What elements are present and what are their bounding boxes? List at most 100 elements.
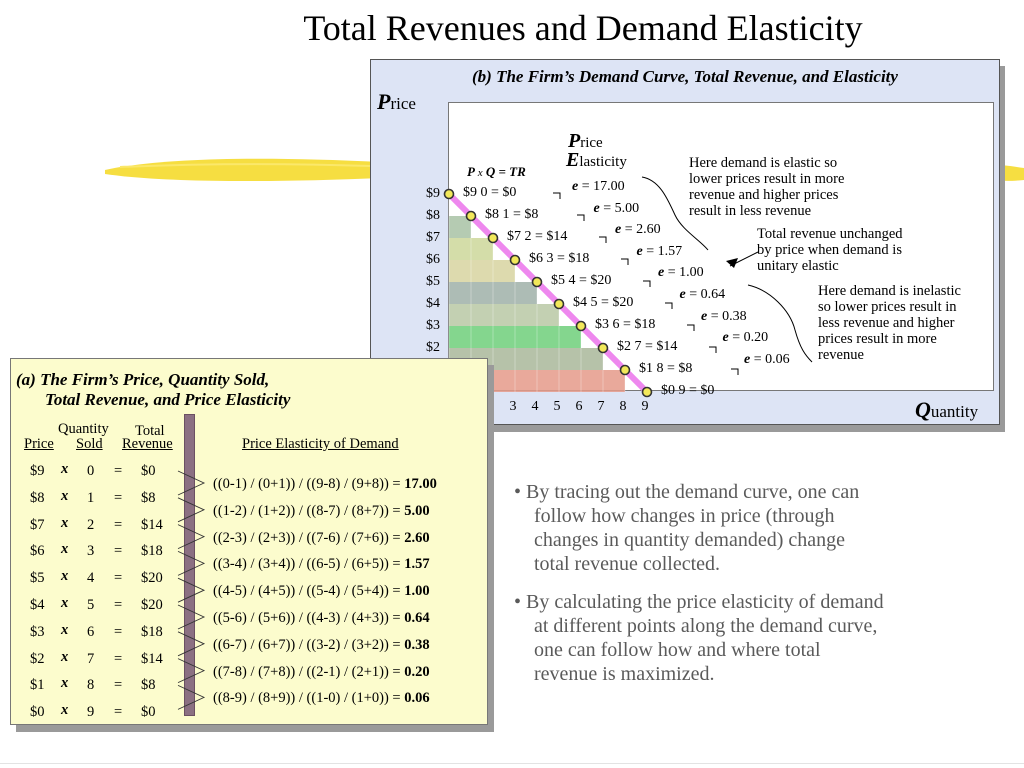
bullet-line: revenue is maximized. bbox=[534, 663, 715, 685]
revenue-header-top: Total bbox=[135, 423, 165, 439]
pt-tr: $8 bbox=[524, 207, 539, 222]
demand-point bbox=[641, 386, 653, 398]
pt-tr: $8 bbox=[678, 361, 693, 376]
formula: ((3-4) / (3+4)) / ((6-5) / (6+5)) = 1.57 bbox=[213, 556, 430, 573]
formula: ((7-8) / (7+8)) / ((2-1) / (2+1)) = 0.20 bbox=[213, 664, 430, 681]
row-price: $8 bbox=[30, 489, 45, 506]
elasticity-value: 0.20 bbox=[743, 330, 769, 346]
revenue-cell bbox=[537, 370, 559, 392]
row-revenue: $14 bbox=[141, 650, 163, 667]
revenue-cell bbox=[515, 282, 537, 304]
elasticity-value: 1.57 bbox=[657, 243, 683, 259]
ptr-x: x bbox=[477, 167, 483, 179]
row-revenue: $18 bbox=[141, 543, 163, 560]
revenue-cell bbox=[471, 282, 493, 304]
elasticity-value: 0.38 bbox=[722, 308, 747, 324]
y-tick-label: $3 bbox=[426, 318, 440, 333]
demand-curve-line bbox=[446, 191, 650, 395]
ptr-eq: = TR bbox=[495, 164, 526, 179]
pt-qty: 2 bbox=[524, 229, 532, 244]
elasticity-header-e: E bbox=[566, 149, 580, 171]
pt-price: $0 bbox=[661, 383, 675, 398]
elasticity-label: e = 2.60 bbox=[615, 222, 661, 238]
pt-qty: 4 bbox=[568, 273, 576, 288]
revenue-cell bbox=[449, 238, 471, 260]
e-symbol: e bbox=[615, 222, 622, 238]
row-bracket bbox=[177, 631, 206, 657]
annotation-line: unitary elastic bbox=[757, 258, 839, 274]
point-label: $3 6 = $18 bbox=[595, 317, 656, 332]
row-bracket bbox=[177, 497, 206, 523]
panel-a-title-line: Total Revenue, and Price Elasticity bbox=[45, 390, 291, 409]
panel-a-title: (a) The Firm’s Price, Quantity Sold, Tot… bbox=[16, 370, 290, 410]
revenue-cell bbox=[449, 326, 471, 348]
pt-price: $8 bbox=[485, 207, 499, 222]
point-label: $1 8 = $8 bbox=[639, 361, 693, 376]
point-bracket bbox=[599, 236, 607, 243]
row-quantity: 9 bbox=[87, 704, 95, 721]
row-bracket bbox=[177, 604, 206, 630]
row-price: $3 bbox=[30, 623, 45, 640]
revenue-cell bbox=[471, 326, 493, 348]
point-bracket bbox=[577, 214, 585, 221]
point-bracket bbox=[709, 346, 717, 353]
elasticity-value: 5.00 bbox=[614, 200, 640, 216]
bullet-line: changes in quantity demanded) change bbox=[534, 529, 845, 551]
e-symbol: e bbox=[593, 200, 600, 216]
y-tick-label: $9 bbox=[426, 186, 440, 201]
formula-text: ((0-1) / (0+1)) / ((9-8) / (9+8)) = bbox=[213, 476, 405, 492]
row-quantity: 0 bbox=[87, 463, 95, 479]
pt-tr: $20 bbox=[590, 273, 612, 288]
row-revenue: $0 bbox=[141, 704, 156, 721]
revenue-cell bbox=[471, 260, 493, 282]
row-equals: = bbox=[114, 570, 123, 587]
pt-tr: $0 bbox=[502, 185, 517, 200]
row-equals: = bbox=[114, 677, 123, 694]
revenue-cell bbox=[603, 370, 625, 392]
pt-qty: 6 bbox=[612, 317, 620, 332]
row-price: $4 bbox=[30, 597, 45, 613]
elasticity-label: e = 1.00 bbox=[658, 265, 704, 281]
e-symbol: e bbox=[658, 265, 665, 281]
row-multiply: x bbox=[61, 568, 69, 585]
annotation-line: by price when demand is bbox=[757, 242, 902, 258]
row-multiply: x bbox=[61, 595, 69, 611]
formula: ((5-6) / (5+6)) / ((4-3) / (4+3)) = 0.64 bbox=[213, 610, 430, 627]
annotation-line: so lower prices result in bbox=[818, 299, 957, 315]
row-equals: = bbox=[114, 623, 123, 640]
row-price: $2 bbox=[30, 650, 45, 667]
revenue-cell bbox=[471, 304, 493, 326]
row-quantity: 7 bbox=[87, 650, 95, 667]
row-bracket bbox=[177, 577, 206, 603]
panel-b-title: (b) The Firm’s Demand Curve, Total Reven… bbox=[472, 67, 898, 86]
quantity-header-bottom: Sold bbox=[76, 436, 103, 452]
revenue-cell bbox=[537, 348, 559, 370]
pt-price: $7 bbox=[507, 229, 521, 244]
formula: ((6-7) / (6+7)) / ((3-2) / (3+2)) = 0.38 bbox=[213, 637, 430, 654]
revenue-cell bbox=[515, 370, 537, 392]
elasticity-label: e = 0.64 bbox=[679, 287, 726, 302]
quantity-header-top: Quantity bbox=[58, 421, 109, 437]
row-equals: = bbox=[114, 650, 123, 667]
row-revenue: $14 bbox=[141, 516, 163, 533]
pt-qty: 0 bbox=[480, 185, 488, 200]
elasticity-value: 0.64 bbox=[700, 287, 726, 302]
pt-price: $4 bbox=[573, 295, 587, 310]
row-multiply: x bbox=[61, 702, 69, 719]
row-multiply: x bbox=[61, 621, 69, 638]
revenue-cell bbox=[449, 260, 471, 282]
y-tick-label: $2 bbox=[426, 340, 440, 355]
point-bracket bbox=[687, 324, 695, 331]
elasticity-label: e = 1.57 bbox=[636, 243, 683, 259]
formula-text: ((1-2) / (1+2)) / ((8-7) / (8+7)) = bbox=[213, 502, 405, 519]
revenue-cell bbox=[493, 282, 515, 304]
row-equals: = bbox=[114, 463, 123, 479]
elasticity-label: e = 17.00 bbox=[572, 179, 625, 194]
x-tick-label: 5 bbox=[553, 399, 561, 414]
x-axis-label: Quantity bbox=[915, 397, 978, 423]
revenue-cell bbox=[559, 370, 581, 392]
formula-text: ((5-6) / (5+6)) / ((4-3) / (4+3)) = bbox=[213, 610, 405, 626]
row-bracket bbox=[177, 470, 206, 496]
elasticity-header: Price Elasticity bbox=[566, 131, 627, 171]
